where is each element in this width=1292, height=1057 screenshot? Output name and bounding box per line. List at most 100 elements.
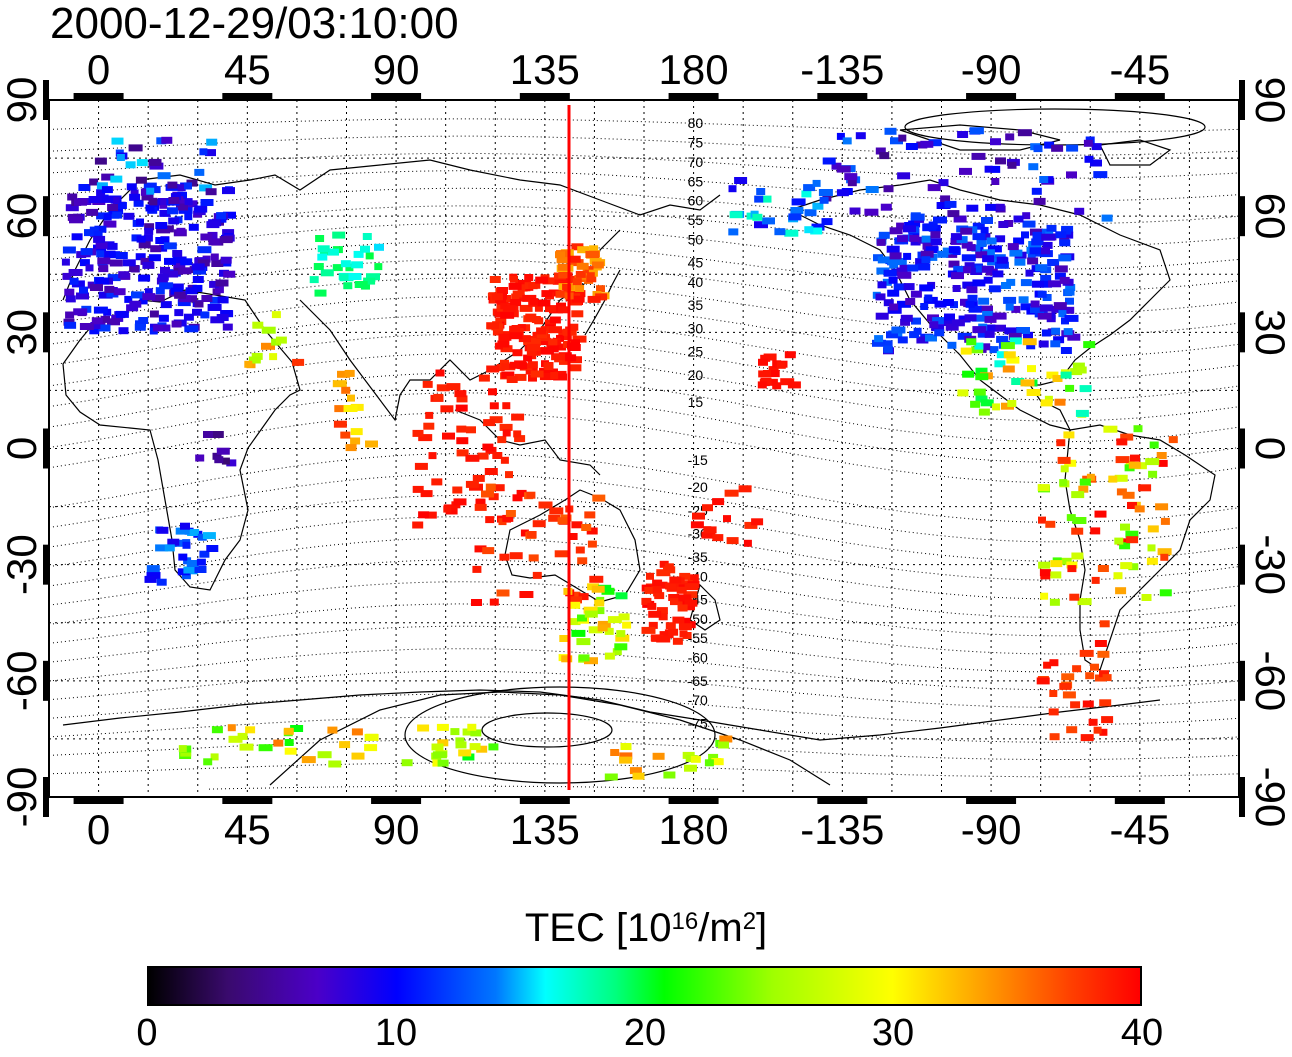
tec-pixel bbox=[983, 276, 993, 284]
tec-pixel bbox=[210, 253, 219, 261]
tec-pixel bbox=[71, 233, 83, 241]
tec-pixel bbox=[1030, 306, 1044, 313]
tec-pixel bbox=[74, 198, 87, 206]
tec-pixel bbox=[591, 585, 605, 593]
tec-pixel bbox=[641, 597, 652, 605]
tec-pixel bbox=[1050, 340, 1061, 348]
tec-pixel bbox=[148, 254, 161, 262]
magnetic-contour bbox=[48, 762, 1240, 778]
top-tick-mark bbox=[222, 93, 273, 99]
tec-pixel bbox=[684, 599, 698, 607]
tec-pixel bbox=[984, 330, 995, 338]
tec-pixel bbox=[1061, 227, 1072, 235]
tec-pixel bbox=[244, 360, 253, 368]
tec-pixel bbox=[570, 618, 581, 626]
tec-pixel bbox=[889, 303, 899, 311]
tec-pixel bbox=[571, 295, 585, 303]
tec-pixel bbox=[511, 325, 520, 332]
tec-pixel bbox=[216, 215, 227, 223]
tec-pixel bbox=[68, 269, 83, 276]
tec-pixel bbox=[175, 527, 190, 535]
tec-pixel bbox=[920, 140, 934, 148]
tec-pixel bbox=[491, 484, 505, 492]
tec-pixel bbox=[957, 131, 969, 138]
tec-pixel bbox=[499, 423, 513, 431]
tec-pixel bbox=[950, 237, 962, 245]
tec-pixel bbox=[149, 310, 159, 318]
tec-pixel bbox=[992, 403, 1001, 411]
tec-pixel bbox=[960, 227, 973, 235]
tec-pixel bbox=[1042, 241, 1053, 249]
tec-pixel bbox=[474, 545, 487, 553]
tec-pixel bbox=[672, 637, 683, 645]
tec-pixel bbox=[191, 263, 205, 271]
tec-pixel bbox=[431, 743, 444, 751]
tec-pixel bbox=[424, 511, 437, 519]
tec-pixel bbox=[784, 229, 799, 237]
tec-pixel bbox=[964, 262, 975, 270]
tec-pixel bbox=[425, 411, 434, 419]
tec-pixel bbox=[136, 235, 146, 243]
tec-pixel bbox=[1083, 139, 1093, 147]
tec-pixel bbox=[138, 241, 151, 249]
tec-pixel bbox=[577, 246, 590, 254]
tec-pixel bbox=[423, 422, 435, 430]
tec-pixel bbox=[354, 281, 368, 288]
tec-pixel bbox=[1088, 718, 1098, 726]
tec-pixel bbox=[743, 539, 752, 547]
tec-pixel bbox=[526, 491, 536, 499]
tec-pixel bbox=[545, 305, 556, 313]
tec-pixel bbox=[151, 294, 165, 302]
tec-pixel bbox=[604, 773, 618, 781]
tec-pixel bbox=[569, 591, 581, 599]
tec-pixel bbox=[486, 365, 500, 373]
left-tick-mark bbox=[43, 80, 49, 120]
tec-pixel bbox=[1053, 302, 1067, 310]
tec-pixel bbox=[261, 342, 275, 350]
tec-pixel bbox=[1007, 243, 1019, 251]
tec-pixel bbox=[144, 223, 155, 231]
tec-pixel bbox=[432, 759, 442, 767]
tec-pixel bbox=[1156, 452, 1167, 459]
tec-pixel bbox=[136, 218, 144, 226]
tec-pixel bbox=[414, 462, 428, 470]
tec-pixel bbox=[1114, 537, 1124, 545]
tec-pixel bbox=[966, 244, 976, 252]
tec-pixel bbox=[971, 314, 985, 322]
tec-pixel bbox=[896, 222, 905, 230]
tec-pixel bbox=[1020, 279, 1032, 287]
map-plot-area: 8075706560555045403530252015-15-20-25-30… bbox=[48, 99, 1240, 798]
tec-pixel bbox=[217, 296, 229, 304]
colorbar-tick-10: 10 bbox=[374, 1012, 418, 1054]
tec-pixel bbox=[146, 572, 161, 579]
tec-pixel bbox=[203, 431, 213, 438]
tec-pixel bbox=[481, 490, 494, 498]
tec-pixel bbox=[145, 204, 155, 212]
tec-pixel bbox=[921, 256, 931, 264]
magnetic-contour bbox=[48, 581, 1240, 637]
tec-pixel bbox=[994, 261, 1009, 269]
tec-pixel bbox=[1022, 220, 1036, 228]
tec-pixel bbox=[1059, 682, 1072, 690]
tec-pixel bbox=[532, 520, 546, 528]
tec-pixel bbox=[155, 544, 169, 552]
tec-pixel bbox=[1041, 247, 1050, 255]
tec-pixel bbox=[594, 599, 605, 607]
tec-pixel bbox=[194, 205, 208, 213]
tec-pixel bbox=[245, 726, 256, 734]
tec-pixel bbox=[101, 186, 113, 194]
tec-pixel bbox=[975, 265, 986, 273]
magnetic-contour bbox=[48, 205, 1240, 247]
tec-pixel bbox=[1134, 505, 1145, 513]
tec-pixel bbox=[69, 216, 83, 224]
tec-pixel bbox=[313, 263, 324, 270]
magnetic-latitude-label: -65 bbox=[688, 673, 708, 689]
tec-pixel bbox=[109, 251, 120, 259]
tec-pixel bbox=[452, 486, 463, 494]
magnetic-contour bbox=[48, 473, 1240, 543]
tec-pixel bbox=[558, 271, 569, 279]
tec-pixel bbox=[758, 370, 772, 378]
tec-pixel bbox=[141, 193, 154, 201]
tec-pixel bbox=[932, 317, 941, 325]
tec-pixel bbox=[883, 185, 894, 193]
